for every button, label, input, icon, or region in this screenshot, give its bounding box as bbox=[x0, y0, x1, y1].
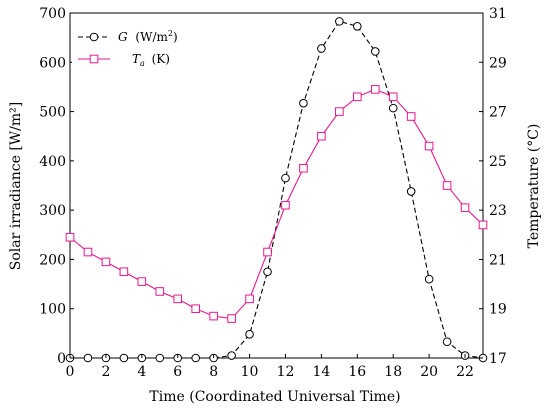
x-tick-label: 14 bbox=[312, 364, 330, 380]
x-tick-label: 22 bbox=[456, 364, 474, 380]
data-point-temperature-8 bbox=[209, 311, 218, 321]
data-point-irradiance-17 bbox=[370, 47, 380, 56]
left-axis: 0 100 200 300 400 500 600 700 bbox=[39, 6, 74, 367]
data-point-temperature-14 bbox=[317, 131, 326, 141]
data-point-irradiance-13 bbox=[299, 98, 308, 108]
right-axis: 17 19 21 23 25 27 29 31 bbox=[479, 6, 507, 367]
right-tick-label: 31 bbox=[489, 6, 507, 22]
legend-marker-square bbox=[89, 54, 99, 64]
data-point-irradiance-3 bbox=[119, 353, 129, 363]
left-tick-label: 500 bbox=[39, 105, 66, 121]
data-point-temperature-6 bbox=[173, 294, 183, 304]
legend-unit-t: (K) bbox=[152, 52, 170, 66]
series-line-temperature bbox=[69, 88, 484, 320]
data-point-irradiance-5 bbox=[155, 353, 165, 363]
data-point-temperature-12 bbox=[281, 200, 290, 210]
x-tick-label: 20 bbox=[420, 364, 438, 380]
data-point-temperature-1 bbox=[83, 247, 93, 257]
x-tick-label: 2 bbox=[101, 364, 110, 380]
left-axis-title: Solar irradiance [W/m²] bbox=[8, 102, 24, 271]
data-point-temperature-20 bbox=[424, 141, 434, 151]
data-point-irradiance-19 bbox=[406, 187, 416, 196]
x-tick-label: 8 bbox=[209, 364, 218, 380]
data-point-temperature-21 bbox=[442, 181, 452, 190]
data-point-temperature-18 bbox=[388, 92, 398, 102]
data-point-irradiance-21 bbox=[442, 337, 452, 347]
data-point-irradiance-16 bbox=[353, 22, 362, 31]
right-tick-label: 23 bbox=[489, 203, 507, 219]
data-point-temperature-19 bbox=[406, 112, 416, 121]
legend-entry-irradiance: G (W/m2) bbox=[78, 29, 178, 44]
plot-frame bbox=[69, 12, 484, 359]
data-point-irradiance-18 bbox=[388, 103, 398, 113]
right-tick-label: 21 bbox=[489, 252, 507, 268]
right-tick-label: 17 bbox=[489, 351, 507, 367]
data-point-temperature-15 bbox=[335, 107, 344, 116]
data-point-temperature-23 bbox=[478, 220, 488, 230]
legend-subscript-a: a bbox=[140, 59, 145, 68]
x-axis: 0 2 4 6 8 10 12 14 16 18 20 22 bbox=[66, 354, 474, 380]
legend: G (W/m2) Ta (K) bbox=[72, 17, 196, 72]
data-point-temperature-13 bbox=[299, 163, 308, 173]
x-axis-title: Time (Coordinated Universal Time) bbox=[149, 389, 400, 405]
left-tick-label: 100 bbox=[39, 302, 66, 318]
right-tick-label: 25 bbox=[489, 154, 507, 170]
right-tick-label: 27 bbox=[489, 105, 507, 121]
x-tick-label: 6 bbox=[173, 364, 182, 380]
data-point-irradiance-14 bbox=[317, 44, 326, 53]
data-point-irradiance-1 bbox=[83, 353, 93, 363]
data-point-irradiance-10 bbox=[245, 330, 254, 339]
x-tick-label: 18 bbox=[384, 364, 402, 380]
left-tick-label: 600 bbox=[39, 55, 66, 71]
x-tick-label: 0 bbox=[66, 364, 75, 380]
series-temperature bbox=[65, 85, 488, 323]
data-point-irradiance-7 bbox=[191, 353, 200, 363]
legend-unit-g: (W/m bbox=[135, 30, 168, 44]
data-point-irradiance-11 bbox=[263, 267, 272, 277]
legend-entry-temperature: Ta (K) bbox=[78, 52, 170, 69]
data-point-irradiance-12 bbox=[281, 173, 290, 183]
legend-label-temperature: Ta (K) bbox=[132, 52, 170, 69]
data-point-irradiance-15 bbox=[335, 17, 344, 26]
x-tick-label: 10 bbox=[241, 364, 259, 380]
data-point-temperature-9 bbox=[227, 314, 236, 323]
legend-label-irradiance: G (W/m2) bbox=[118, 29, 178, 44]
plot-area bbox=[65, 12, 488, 363]
data-point-temperature-5 bbox=[155, 287, 165, 296]
legend-marker-circle bbox=[89, 32, 99, 42]
data-point-temperature-0 bbox=[65, 232, 75, 242]
right-tick-label: 19 bbox=[489, 302, 507, 318]
left-tick-label: 0 bbox=[57, 351, 66, 367]
legend-close-g: ) bbox=[173, 30, 178, 44]
legend-symbol-t: T bbox=[132, 52, 141, 66]
data-point-temperature-22 bbox=[460, 203, 470, 212]
data-point-irradiance-20 bbox=[424, 274, 434, 284]
data-point-temperature-16 bbox=[353, 92, 362, 102]
right-axis-title: Temperature (°C) bbox=[526, 124, 542, 249]
x-tick-label: 4 bbox=[137, 364, 146, 380]
left-tick-label: 200 bbox=[39, 252, 66, 268]
data-point-temperature-4 bbox=[137, 277, 147, 286]
data-point-temperature-2 bbox=[101, 257, 111, 267]
data-point-irradiance-9 bbox=[227, 351, 236, 360]
left-tick-label: 700 bbox=[39, 6, 66, 22]
data-point-temperature-17 bbox=[370, 85, 380, 94]
legend-symbol-g: G bbox=[118, 30, 128, 44]
data-point-temperature-7 bbox=[191, 304, 200, 314]
data-point-temperature-10 bbox=[245, 294, 254, 304]
legend-superscript-g: 2 bbox=[168, 29, 173, 38]
x-tick-label: 16 bbox=[348, 364, 366, 380]
data-point-temperature-3 bbox=[119, 267, 129, 277]
data-point-temperature-11 bbox=[263, 247, 272, 257]
left-tick-label: 400 bbox=[39, 154, 66, 170]
left-tick-label: 300 bbox=[39, 203, 66, 219]
right-tick-label: 29 bbox=[489, 55, 507, 71]
x-tick-label: 12 bbox=[277, 364, 295, 380]
